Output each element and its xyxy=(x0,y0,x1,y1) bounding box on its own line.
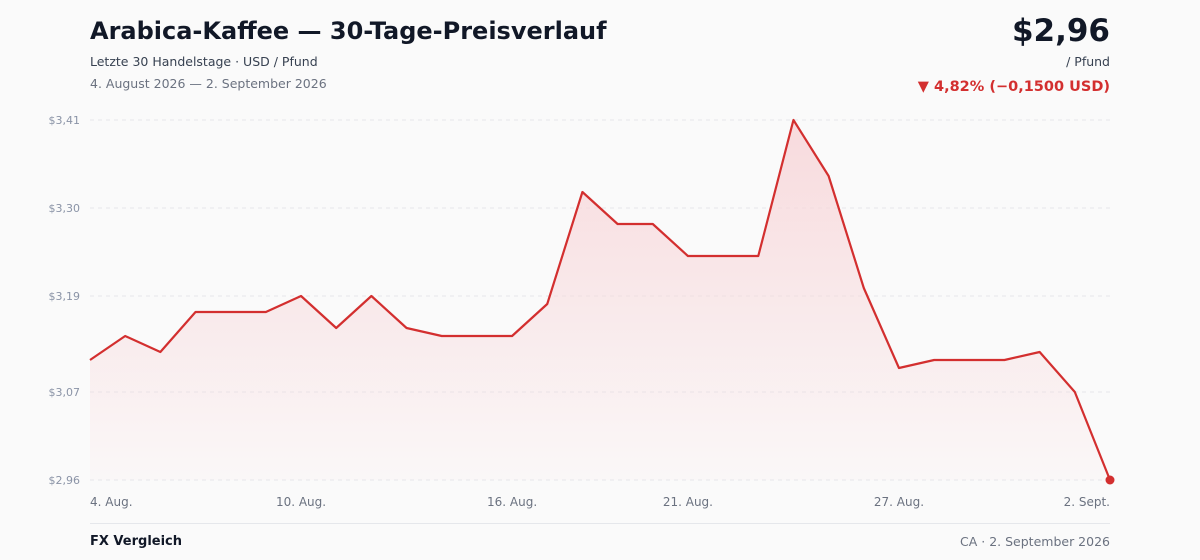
chart-subtitle: Letzte 30 Handelstage · USD / Pfund xyxy=(90,54,318,69)
area-fill xyxy=(90,120,1110,480)
y-tick-label: $3,19 xyxy=(49,290,81,303)
footer-divider xyxy=(90,523,1110,524)
x-tick-label: 16. Aug. xyxy=(487,495,537,509)
price-chart: $2,96 $3,07 $3,19 $3,30 $3,41 4. Aug. 10. Aug.… xyxy=(49,114,1115,509)
price-change-value: 4,82% (−0,1500 USD) xyxy=(933,79,1110,95)
x-tick-label: 27. Aug. xyxy=(874,495,924,509)
price-change: ▼ 4,82% (−0,1500 USD) xyxy=(918,79,1110,95)
x-tick-label: 2. Sept. xyxy=(1064,495,1110,509)
y-tick-label: $3,30 xyxy=(49,202,81,215)
y-tick-label: $3,07 xyxy=(49,386,81,399)
date-range: 4. August 2026 — 2. September 2026 xyxy=(90,76,327,91)
brand-name: FX Vergleich xyxy=(90,534,183,549)
y-tick-label: $3,41 xyxy=(49,114,81,127)
x-tick-label: 4. Aug. xyxy=(90,495,133,509)
chart-title: Arabica-Kaffee — 30-Tage-Preisverlauf xyxy=(90,17,607,45)
x-tick-label: 10. Aug. xyxy=(276,495,326,509)
last-price-marker xyxy=(1105,475,1115,485)
x-tick-label: 21. Aug. xyxy=(663,495,713,509)
footer-stamp: CA · 2. September 2026 xyxy=(960,534,1110,549)
price-line xyxy=(89,118,1112,481)
current-price: $2,96 xyxy=(1011,13,1110,49)
down-arrow-icon: ▼ xyxy=(917,79,929,95)
y-tick-label: $2,96 xyxy=(49,474,81,487)
price-unit: / Pfund xyxy=(1066,54,1110,69)
